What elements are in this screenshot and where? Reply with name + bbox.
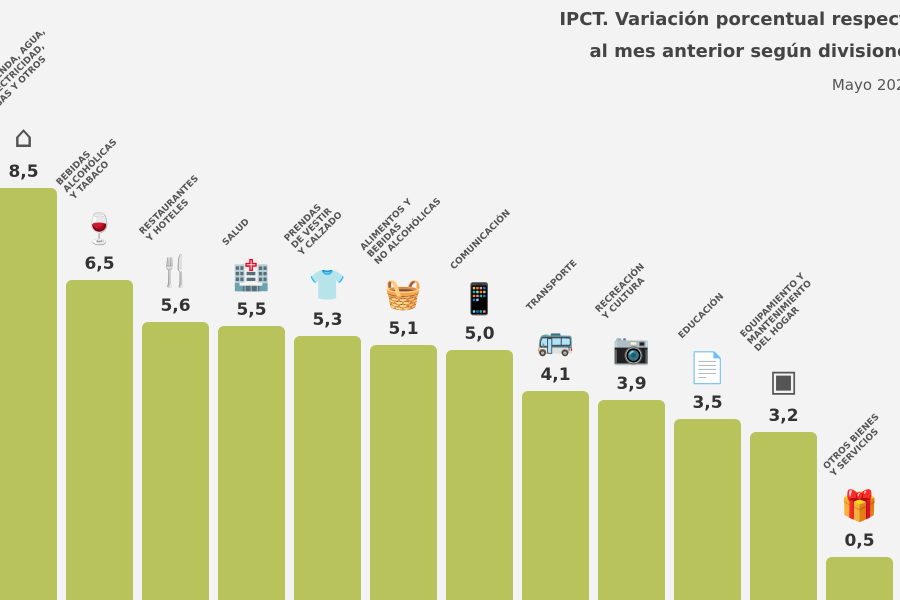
category-label: EQUIPAMIENTO Y MANTENIMIENTO DEL HOGAR xyxy=(738,272,815,355)
bar xyxy=(826,556,893,600)
data-label: 6,5 xyxy=(84,254,115,275)
category-label: ALIMENTOS Y BEBIDAS NO ALCOHÓLICAS xyxy=(358,196,444,267)
bar xyxy=(446,349,513,600)
category-label: COMUNICACIÓN xyxy=(448,207,513,272)
data-label: 5,0 xyxy=(464,323,495,344)
data-label: 8,5 xyxy=(8,162,39,183)
data-label: 3,9 xyxy=(616,374,647,395)
category-label: TRANSPORTE xyxy=(524,258,580,313)
restaurant-icon: 🍴 xyxy=(156,253,195,289)
bar xyxy=(522,390,589,600)
chart-subtitle: Mayo 2024 xyxy=(831,76,900,94)
data-label: 5,5 xyxy=(236,300,267,321)
bar xyxy=(218,326,285,600)
bar xyxy=(66,280,133,600)
data-label: 5,3 xyxy=(312,309,343,330)
clothes-icon: 👕 xyxy=(308,267,347,303)
bar xyxy=(370,344,437,600)
diploma-icon: 📄 xyxy=(688,350,727,386)
phone-icon: 📱 xyxy=(460,281,499,317)
bus-icon: 🚌 xyxy=(536,322,575,358)
bar xyxy=(142,321,209,600)
data-label: 3,5 xyxy=(692,392,723,413)
microwave-icon: ▣ xyxy=(769,364,798,400)
chart-title: IPCT. Variación porcentual respecto al me… xyxy=(559,9,900,62)
category-label: OTROS BIENES Y SERVICIOS xyxy=(821,412,882,479)
bar xyxy=(598,400,665,600)
category-label: PRENDAS DE VESTIR Y CALZADO xyxy=(282,202,345,258)
bar xyxy=(674,418,741,600)
food-basket-icon: 🧺 xyxy=(384,276,423,312)
bar xyxy=(0,188,57,600)
category-label: RECREACIÓN Y CULTURA xyxy=(593,262,648,323)
bottle-icon: 🍷 xyxy=(80,212,119,248)
hospital-icon: 🏥 xyxy=(232,258,271,294)
data-label: 5,1 xyxy=(388,318,419,339)
category-label: SALUD xyxy=(220,217,252,249)
data-label: 5,6 xyxy=(160,295,191,316)
bar xyxy=(294,335,361,600)
category-label: VIVIENDA, AGUA, ELECTRICIDAD, GAS Y OTRO… xyxy=(0,27,49,111)
bar xyxy=(750,432,817,600)
data-label: 4,1 xyxy=(540,364,571,385)
data-label: 3,2 xyxy=(768,406,799,427)
camera-icon: 📷 xyxy=(612,332,651,368)
data-label: 0,5 xyxy=(844,530,875,551)
category-label: BEBIDAS ALCOHÓLICAS Y TABACO xyxy=(54,137,120,203)
category-label: RESTAURANTES Y HOTELES xyxy=(137,173,201,244)
house-icon: ⌂ xyxy=(13,120,34,156)
category-label: EDUCACIÓN xyxy=(676,291,727,341)
gift-icon: 🎁 xyxy=(840,488,879,524)
